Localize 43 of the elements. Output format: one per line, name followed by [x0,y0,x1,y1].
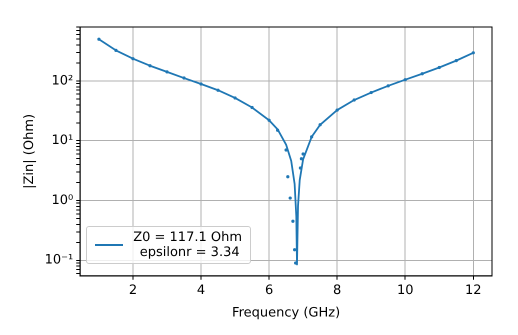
point [438,66,441,70]
point [199,82,203,86]
y-tick-label: 10¹ [51,133,74,148]
y-tick-label: 10² [51,73,74,88]
point [288,196,292,200]
point [300,157,304,160]
point [284,148,288,152]
point [386,84,390,88]
point [267,118,271,122]
point [114,48,118,52]
x-axis-title: Frequency (GHz) [232,306,340,321]
point [250,106,254,110]
point [276,128,280,132]
point [131,57,135,60]
point [420,72,424,76]
point [404,78,407,82]
point [336,108,339,112]
point [148,64,152,68]
point [352,98,356,102]
x-tick-label: 2 [128,282,138,298]
x-tick-label: 6 [264,282,274,298]
x-tick-label: 4 [196,282,206,298]
point [182,76,186,80]
point [216,88,220,92]
y-tick-label: 10⁻¹ [44,252,74,268]
point [97,38,101,41]
legend-label: Z0 = 117.1 Ohm epsilonr = 3.34 [133,230,242,260]
point [233,96,237,100]
point [286,175,290,178]
point [302,152,305,156]
y-tick-label: 10⁰ [51,192,74,208]
point [318,123,322,126]
x-tick-label: 10 [396,282,414,298]
point [472,51,475,54]
x-tick-label: 12 [465,282,482,298]
point [165,70,169,74]
point [454,59,458,62]
point [293,248,296,252]
point [310,135,314,138]
y-axis-title: |Zin| (Ohm) [22,114,38,189]
x-tick-label: 8 [333,282,342,298]
point [370,90,373,94]
point [291,220,295,223]
